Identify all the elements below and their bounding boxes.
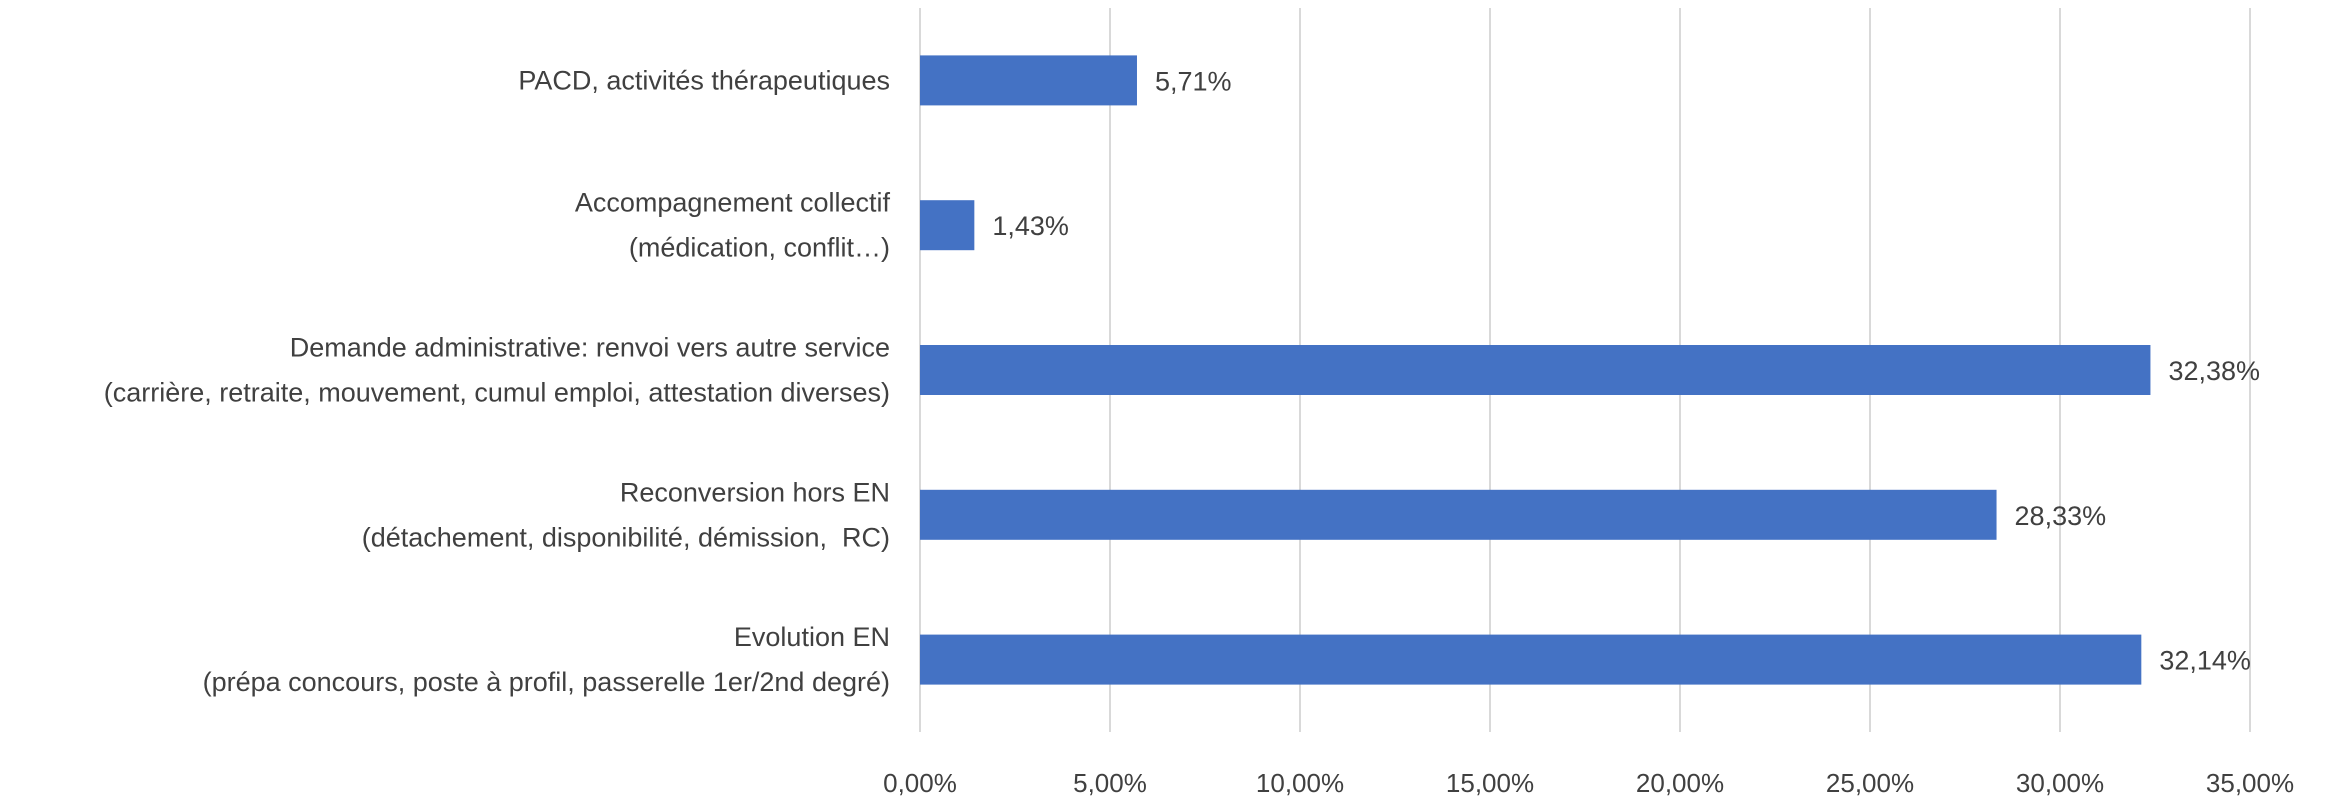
category-label: (prépa concours, poste à profil, passere… [203,667,890,697]
category-label: Reconversion hors EN [620,477,890,507]
bars [920,55,2151,685]
data-label: 28,33% [2015,501,2107,531]
category-label: (médication, conflit…) [629,233,890,263]
x-tick-label: 20,00% [1636,768,1724,798]
category-label: Accompagnement collectif [575,188,891,218]
x-tick-label: 0,00% [883,768,957,798]
bar [920,200,975,251]
value-labels: 5,71% 1,43% 32,38% 28,33% 32,14% [992,66,2260,675]
x-tick-label: 5,00% [1073,768,1147,798]
data-label: 5,71% [1155,66,1232,96]
bar [920,55,1137,106]
data-label: 32,38% [2168,356,2260,386]
data-label: 32,14% [2159,646,2251,676]
x-tick-label: 30,00% [2016,768,2104,798]
x-tick-label: 35,00% [2206,768,2294,798]
bar [920,345,2151,395]
x-tick-label: 10,00% [1256,768,1344,798]
category-labels: PACD, activités thérapeutiques Accompagne… [104,65,891,697]
category-label: Evolution EN [734,622,890,652]
category-label: (détachement, disponibilité, démission, … [362,522,890,552]
bar [920,634,2142,685]
category-label: PACD, activités thérapeutiques [518,65,890,95]
category-label: (carrière, retraite, mouvement, cumul em… [104,378,890,408]
category-label: Demande administrative: renvoi vers autr… [290,333,890,363]
x-tick-label: 15,00% [1446,768,1534,798]
data-label: 1,43% [992,211,1069,241]
x-tick-label: 25,00% [1826,768,1914,798]
x-axis-tick-labels: 0,00% 5,00% 10,00% 15,00% 20,00% 25,00% 30,00%… [883,768,2294,798]
bar [920,489,1997,540]
